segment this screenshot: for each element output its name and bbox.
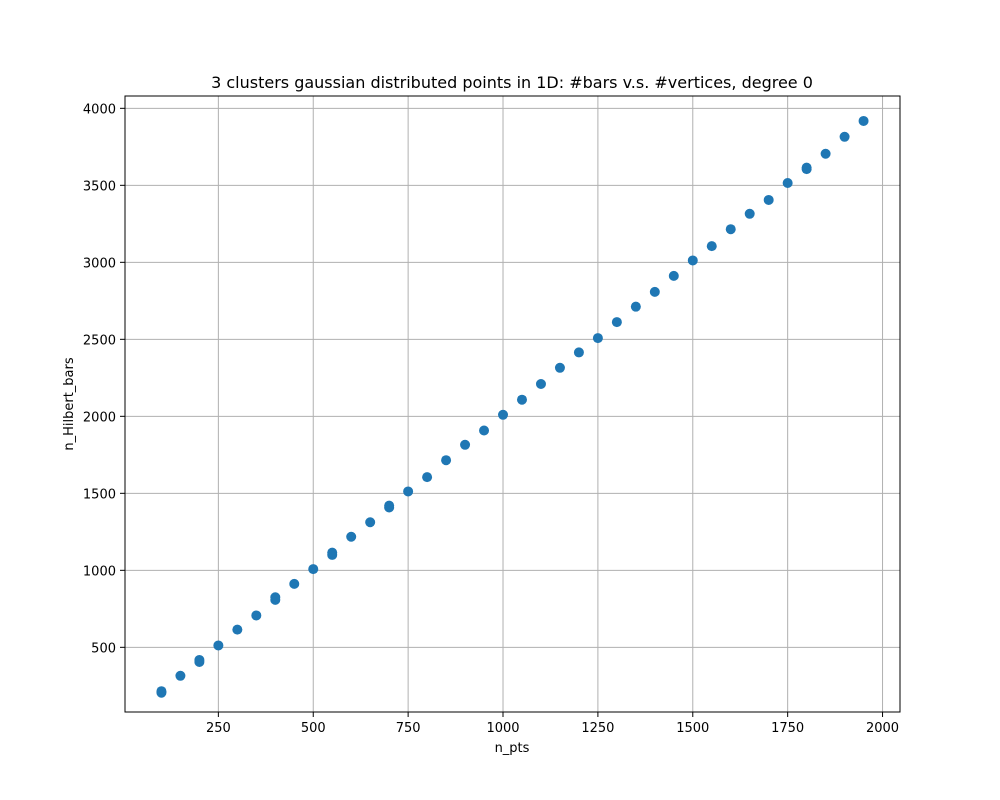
x-tick-label: 1500: [676, 721, 709, 736]
x-axis-label: n_pts: [495, 741, 530, 756]
plot-frame: [124, 95, 901, 713]
data-point: [175, 670, 186, 681]
data-points: [156, 115, 869, 698]
data-point: [573, 347, 584, 358]
data-point: [498, 409, 509, 420]
data-point: [270, 592, 281, 603]
x-tick-label: 1000: [486, 721, 519, 736]
data-point: [156, 686, 167, 697]
data-point: [194, 654, 205, 665]
data-point: [535, 378, 546, 389]
data-point: [706, 241, 717, 252]
data-point: [630, 301, 641, 312]
y-tick-label: 500: [91, 641, 116, 656]
data-point: [744, 208, 755, 219]
data-point: [592, 333, 603, 344]
data-point: [516, 394, 527, 405]
y-tick-label: 4000: [83, 102, 116, 117]
y-tick-label: 3500: [83, 179, 116, 194]
data-point: [687, 255, 698, 266]
y-axis-ticks: 500 1000 1500 2000 2500 3000 3500 4000: [83, 102, 125, 656]
data-point: [346, 531, 357, 542]
data-point: [839, 131, 850, 142]
data-point: [801, 162, 812, 173]
data-point: [441, 455, 452, 466]
data-point: [554, 362, 565, 373]
data-point: [725, 224, 736, 235]
data-point: [327, 547, 338, 558]
data-point: [403, 486, 414, 497]
grid-lines: [125, 96, 900, 712]
data-point: [251, 610, 262, 621]
x-tick-label: 500: [301, 721, 326, 736]
y-axis-label: n_Hilbert_bars: [62, 357, 77, 450]
data-point: [479, 425, 490, 436]
y-tick-label: 2000: [83, 410, 116, 425]
data-point: [213, 640, 224, 651]
data-point: [820, 148, 831, 159]
data-point: [308, 564, 319, 575]
x-tick-label: 1750: [771, 721, 804, 736]
data-point: [289, 578, 300, 589]
y-tick-label: 1500: [83, 487, 116, 502]
x-tick-label: 750: [396, 721, 421, 736]
y-tick-label: 1000: [83, 564, 116, 579]
data-point: [422, 472, 433, 483]
y-tick-label: 2500: [83, 333, 116, 348]
y-tick-label: 3000: [83, 256, 116, 271]
data-point: [763, 194, 774, 205]
data-point: [668, 270, 679, 281]
data-point: [611, 317, 622, 328]
chart-title: 3 clusters gaussian distributed points i…: [211, 73, 813, 92]
data-point: [649, 286, 660, 297]
data-point: [384, 500, 395, 511]
data-point: [858, 115, 869, 126]
data-point: [232, 624, 243, 635]
x-tick-label: 250: [206, 721, 231, 736]
x-axis-ticks: 250 500 750 1000 1250 1500 1750 2000: [206, 712, 899, 736]
data-point: [365, 517, 376, 528]
x-tick-label: 2000: [866, 721, 899, 736]
data-point: [782, 178, 793, 189]
x-tick-label: 1250: [581, 721, 614, 736]
data-point: [460, 439, 471, 450]
